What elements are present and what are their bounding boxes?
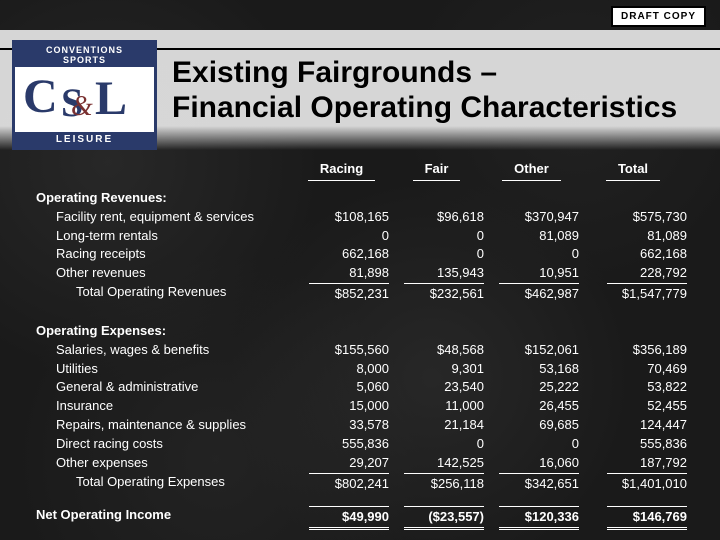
- draft-banner: DRAFT COPY: [611, 6, 706, 27]
- expenses-total: Total Operating Expenses $802,241 $256,1…: [36, 473, 696, 494]
- cell: 33,578: [294, 416, 389, 435]
- cell: 0: [389, 435, 484, 454]
- csl-logo: CONVENTIONSSPORTS C S & L LEISURE: [12, 40, 157, 150]
- revenue-row: Racing receipts662,16800662,168: [36, 245, 696, 264]
- row-label: Long-term rentals: [36, 227, 294, 246]
- row-label: Racing receipts: [36, 245, 294, 264]
- cell: 11,000: [389, 397, 484, 416]
- row-label: Other revenues: [36, 264, 294, 283]
- cell: 26,455: [484, 397, 579, 416]
- row-label: Repairs, maintenance & supplies: [36, 416, 294, 435]
- expense-row: Insurance15,00011,00026,45552,455: [36, 397, 696, 416]
- cell: 23,540: [389, 378, 484, 397]
- row-label: Insurance: [36, 397, 294, 416]
- cell: 135,943: [389, 264, 484, 283]
- cell: 53,168: [484, 360, 579, 379]
- net-income: Net Operating Income $49,990 ($23,557) $…: [36, 506, 696, 531]
- revenue-row: Other revenues81,898135,94310,951228,792: [36, 264, 696, 283]
- revenue-row: Facility rent, equipment & services$108,…: [36, 208, 696, 227]
- cell: 662,168: [579, 245, 687, 264]
- cell: 142,525: [389, 454, 484, 473]
- cell: 0: [389, 245, 484, 264]
- cell: 0: [484, 245, 579, 264]
- table-header: Racing Fair Other Total: [36, 160, 696, 181]
- cell: 9,301: [389, 360, 484, 379]
- cell: 555,836: [579, 435, 687, 454]
- expenses-header: Operating Expenses:: [36, 322, 696, 341]
- cell: 124,447: [579, 416, 687, 435]
- logo-bottom-text: LEISURE: [15, 132, 154, 147]
- cell: 662,168: [294, 245, 389, 264]
- cell: 52,455: [579, 397, 687, 416]
- cell: 69,685: [484, 416, 579, 435]
- expense-row: General & administrative5,06023,54025,22…: [36, 378, 696, 397]
- cell: $152,061: [484, 341, 579, 360]
- cell: 53,822: [579, 378, 687, 397]
- cell: 81,089: [579, 227, 687, 246]
- cell: 10,951: [484, 264, 579, 283]
- cell: 0: [294, 227, 389, 246]
- cell: 8,000: [294, 360, 389, 379]
- row-label: Direct racing costs: [36, 435, 294, 454]
- row-label: Utilities: [36, 360, 294, 379]
- cell: 29,207: [294, 454, 389, 473]
- cell: 5,060: [294, 378, 389, 397]
- cell: 0: [389, 227, 484, 246]
- expense-row: Salaries, wages & benefits$155,560$48,56…: [36, 341, 696, 360]
- cell: 81,898: [294, 264, 389, 283]
- cell: 16,060: [484, 454, 579, 473]
- expense-row: Utilities8,0009,30153,16870,469: [36, 360, 696, 379]
- row-label: General & administrative: [36, 378, 294, 397]
- cell: 81,089: [484, 227, 579, 246]
- logo-letter-c: C: [23, 69, 58, 124]
- cell: 228,792: [579, 264, 687, 283]
- cell: 21,184: [389, 416, 484, 435]
- logo-top-text: CONVENTIONSSPORTS: [15, 43, 154, 67]
- financial-table: Racing Fair Other Total Operating Revenu…: [36, 160, 696, 530]
- cell: 187,792: [579, 454, 687, 473]
- row-label: Facility rent, equipment & services: [36, 208, 294, 227]
- cell: 555,836: [294, 435, 389, 454]
- cell: 0: [484, 435, 579, 454]
- row-label: Salaries, wages & benefits: [36, 341, 294, 360]
- cell: 25,222: [484, 378, 579, 397]
- expense-row: Repairs, maintenance & supplies33,57821,…: [36, 416, 696, 435]
- revenues-header: Operating Revenues:: [36, 189, 696, 208]
- revenues-total: Total Operating Revenues $852,231 $232,5…: [36, 283, 696, 304]
- cell: 15,000: [294, 397, 389, 416]
- logo-letter-l: L: [95, 71, 127, 126]
- cell: $96,618: [389, 208, 484, 227]
- cell: $575,730: [579, 208, 687, 227]
- cell: $370,947: [484, 208, 579, 227]
- expense-row: Other expenses29,207142,52516,060187,792: [36, 454, 696, 473]
- slide-title: Existing Fairgrounds –Financial Operatin…: [172, 56, 704, 125]
- cell: $108,165: [294, 208, 389, 227]
- logo-ampersand: &: [71, 91, 93, 123]
- row-label: Other expenses: [36, 454, 294, 473]
- cell: $48,568: [389, 341, 484, 360]
- cell: 70,469: [579, 360, 687, 379]
- cell: $155,560: [294, 341, 389, 360]
- cell: $356,189: [579, 341, 687, 360]
- expense-row: Direct racing costs555,83600555,836: [36, 435, 696, 454]
- revenue-row: Long-term rentals0081,08981,089: [36, 227, 696, 246]
